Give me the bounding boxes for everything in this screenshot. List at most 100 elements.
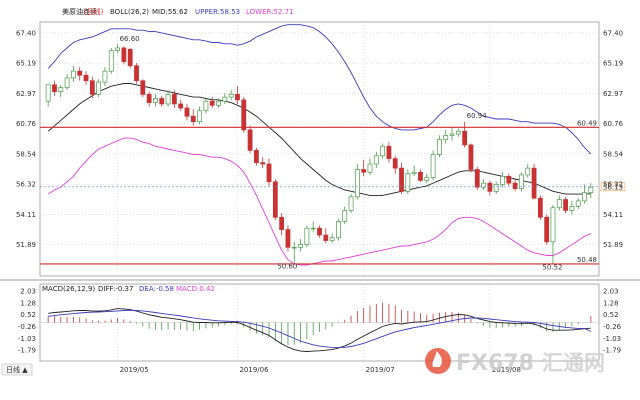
candle <box>537 195 543 221</box>
candle-body <box>342 210 348 222</box>
candle-body <box>190 115 196 123</box>
candle-body <box>228 94 234 98</box>
y-tick-left: 60.76 <box>16 120 37 128</box>
candle-body <box>481 182 486 188</box>
candle <box>70 65 76 83</box>
candle-body <box>102 70 108 83</box>
candle-body <box>424 177 430 181</box>
boll-mid-label: MID:55.62 <box>152 8 188 16</box>
y-tick-left: 65.19 <box>16 60 36 68</box>
candle-body <box>216 100 221 106</box>
candle-body <box>285 229 291 248</box>
candle-body <box>354 169 360 198</box>
candle <box>203 98 209 114</box>
candle <box>266 158 272 186</box>
macd-y-tick-left: 1.28 <box>20 299 36 307</box>
candle-body <box>260 162 266 165</box>
candle-body <box>493 184 499 192</box>
candle <box>474 166 480 190</box>
candle-body <box>184 107 190 117</box>
candle <box>121 46 127 65</box>
candle-body <box>329 237 335 241</box>
candle <box>171 90 177 109</box>
candle <box>279 213 285 236</box>
watermark-brand-cn: 汇通网 <box>542 351 605 375</box>
macd-y-tick-right: -1.03 <box>603 335 621 343</box>
candle-body <box>203 100 209 112</box>
macd-series <box>47 302 592 352</box>
period-tag: (日线) <box>84 7 104 16</box>
macd-dea-line <box>48 309 591 349</box>
candle <box>336 218 341 241</box>
boll-upper-label: UPPER:58.53 <box>195 8 240 16</box>
candle <box>556 195 562 211</box>
candle <box>449 127 455 141</box>
candle-body <box>519 174 524 189</box>
candle <box>285 225 291 252</box>
candle <box>430 150 436 181</box>
candle <box>323 228 329 244</box>
candle-body <box>178 103 184 109</box>
y-tick-right: 56.32 <box>603 181 623 189</box>
candle <box>487 180 493 196</box>
candle-body <box>436 139 442 155</box>
y-tick-right: 58.54 <box>603 150 624 158</box>
y-tick-left: 58.54 <box>16 150 37 158</box>
period-button-label[interactable]: 日线 ▲ <box>6 365 28 374</box>
price-annotation: 66.60 <box>120 35 140 43</box>
candle <box>310 221 316 233</box>
period-button[interactable] <box>1 363 33 376</box>
candle-body <box>253 150 259 164</box>
current-price-label: 56.13 <box>603 183 623 191</box>
price-annotation: 60.94 <box>467 112 488 120</box>
candle-body <box>235 94 240 101</box>
candle <box>575 198 581 210</box>
candle-body <box>89 80 95 95</box>
candle-body <box>77 70 83 76</box>
candle-body <box>367 163 373 173</box>
candle-body <box>544 216 550 243</box>
macd-diff-line <box>48 308 591 352</box>
candle-body <box>171 94 177 105</box>
candle <box>380 143 386 159</box>
candle <box>52 80 57 96</box>
boll-label: BOLL(26,2) <box>110 8 149 16</box>
candle <box>272 179 278 221</box>
candle-body <box>209 100 215 106</box>
instrument-title: 美原油连续 <box>62 7 97 16</box>
candle-body <box>537 197 543 218</box>
candle-body <box>588 186 594 194</box>
candle-body <box>418 171 423 181</box>
candle-body <box>468 144 474 170</box>
candle <box>443 129 449 144</box>
candle-body <box>575 200 581 207</box>
candle <box>386 142 392 163</box>
candle <box>197 106 203 125</box>
candle <box>209 97 215 109</box>
candle <box>436 135 442 158</box>
candle <box>399 162 404 195</box>
candle-body <box>121 47 127 62</box>
price-annotation: 50.52 <box>542 263 562 271</box>
candle-body <box>115 47 120 52</box>
candle-body <box>298 244 303 248</box>
candle <box>253 147 259 166</box>
candle <box>317 225 322 238</box>
main-legend: 美原油连续 (日线) BOLL(26,2) MID:55.62 UPPER:58… <box>62 7 294 16</box>
level-lines: 60.49 50.48 56.13 <box>40 119 626 265</box>
macd-y-tick-right: -1.79 <box>603 347 621 355</box>
candle-body <box>58 87 64 92</box>
candle <box>222 93 228 104</box>
candle <box>462 121 468 148</box>
candle <box>481 179 486 190</box>
boll-upper-line <box>47 24 592 155</box>
candle-body <box>348 196 354 211</box>
candles-layer <box>45 43 594 264</box>
candle <box>373 151 379 169</box>
candle <box>582 184 587 204</box>
candle-body <box>392 158 398 169</box>
candle <box>178 99 184 111</box>
candle-body <box>399 167 404 192</box>
candle <box>348 194 354 214</box>
candle-body <box>430 154 436 179</box>
